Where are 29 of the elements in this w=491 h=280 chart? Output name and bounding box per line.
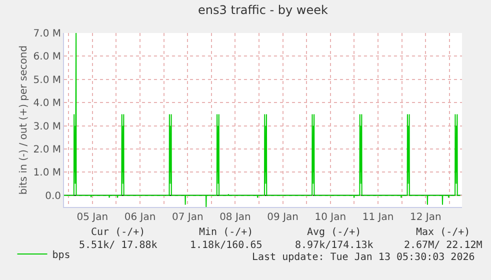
x-tick-label: 09 Jan: [267, 212, 298, 223]
y-tick-label: 7.0 M: [33, 28, 61, 40]
y-tick-label: 1.0 M: [33, 168, 61, 179]
text: Avg (-/+): [307, 227, 362, 238]
chart-title: ens3 traffic - by week: [198, 3, 328, 18]
x-tick-label: 12 Jan: [410, 212, 442, 223]
x-tick-label: 06 Jan: [124, 212, 156, 223]
x-tick-label: 07 Jan: [172, 212, 204, 223]
y-tick-label: 5.0 M: [33, 74, 61, 86]
y-tick-label: 0.0: [45, 190, 61, 202]
y-tick-label: 4.0 M: [33, 98, 61, 110]
y-tick-label: 6.0 M: [33, 52, 61, 63]
text: 2.67M/ 22.12M: [404, 240, 482, 251]
x-tick-label: 05 Jan: [76, 212, 108, 223]
text: 8.97k/174.13k: [295, 240, 374, 251]
text: Min (-/+): [199, 227, 254, 238]
y-axis-title: bits in (-) / out (+) per second: [18, 45, 30, 195]
x-tick-label: 11 Jan: [362, 212, 394, 223]
text: Max (-/+): [416, 227, 470, 238]
x-tick-label: 08 Jan: [220, 212, 251, 223]
text: 5.51k/ 17.88k: [79, 240, 158, 251]
x-tick-label: 10 Jan: [314, 212, 346, 223]
text: 1.18k/160.65: [190, 240, 262, 251]
y-tick-label: 3.0 M: [33, 121, 61, 132]
text: Last update: Tue Jan 13 05:30:03 2026: [252, 252, 475, 263]
y-tick-label: 2.0 M: [33, 144, 61, 156]
text: Cur (-/+): [91, 227, 146, 238]
legend-label: bps: [52, 250, 70, 261]
line-series: [64, 33, 461, 207]
